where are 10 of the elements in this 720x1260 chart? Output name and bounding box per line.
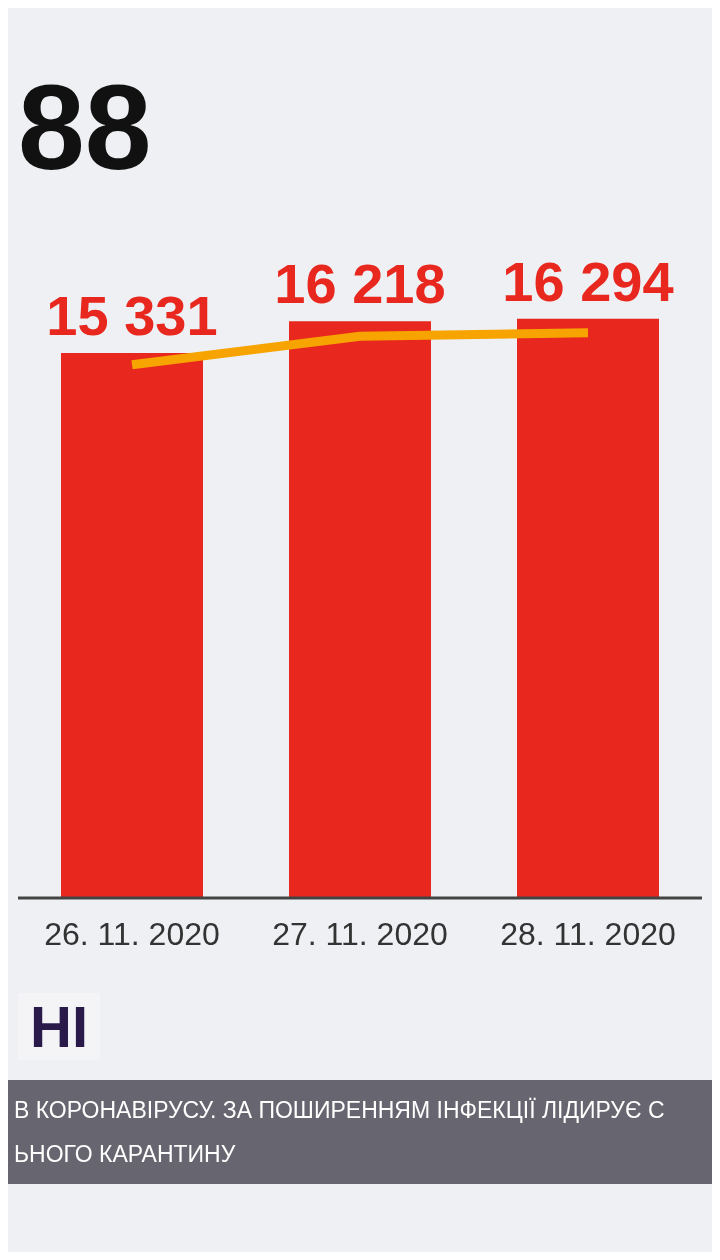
text: НІ bbox=[18, 993, 100, 1060]
text: ЬНОГО КАРАНТИНУ bbox=[14, 1140, 237, 1169]
x-tick-label: 26. 11. 2020 bbox=[44, 915, 220, 952]
data-label: 16 218 bbox=[274, 252, 446, 316]
x-tick-label: 28. 11. 2020 bbox=[500, 915, 676, 952]
data-label: 16 294 bbox=[502, 249, 674, 313]
data-label: 15 331 bbox=[46, 283, 218, 347]
text: В КОРОНАВІРУСУ. ЗА ПОШИРЕННЯМ ІНФЕКЦІЇ ЛІДИРУЄ С bbox=[14, 1096, 666, 1125]
x-tick-label: 27. 11. 2020 bbox=[272, 915, 448, 952]
chart-title: 88 bbox=[18, 59, 152, 196]
